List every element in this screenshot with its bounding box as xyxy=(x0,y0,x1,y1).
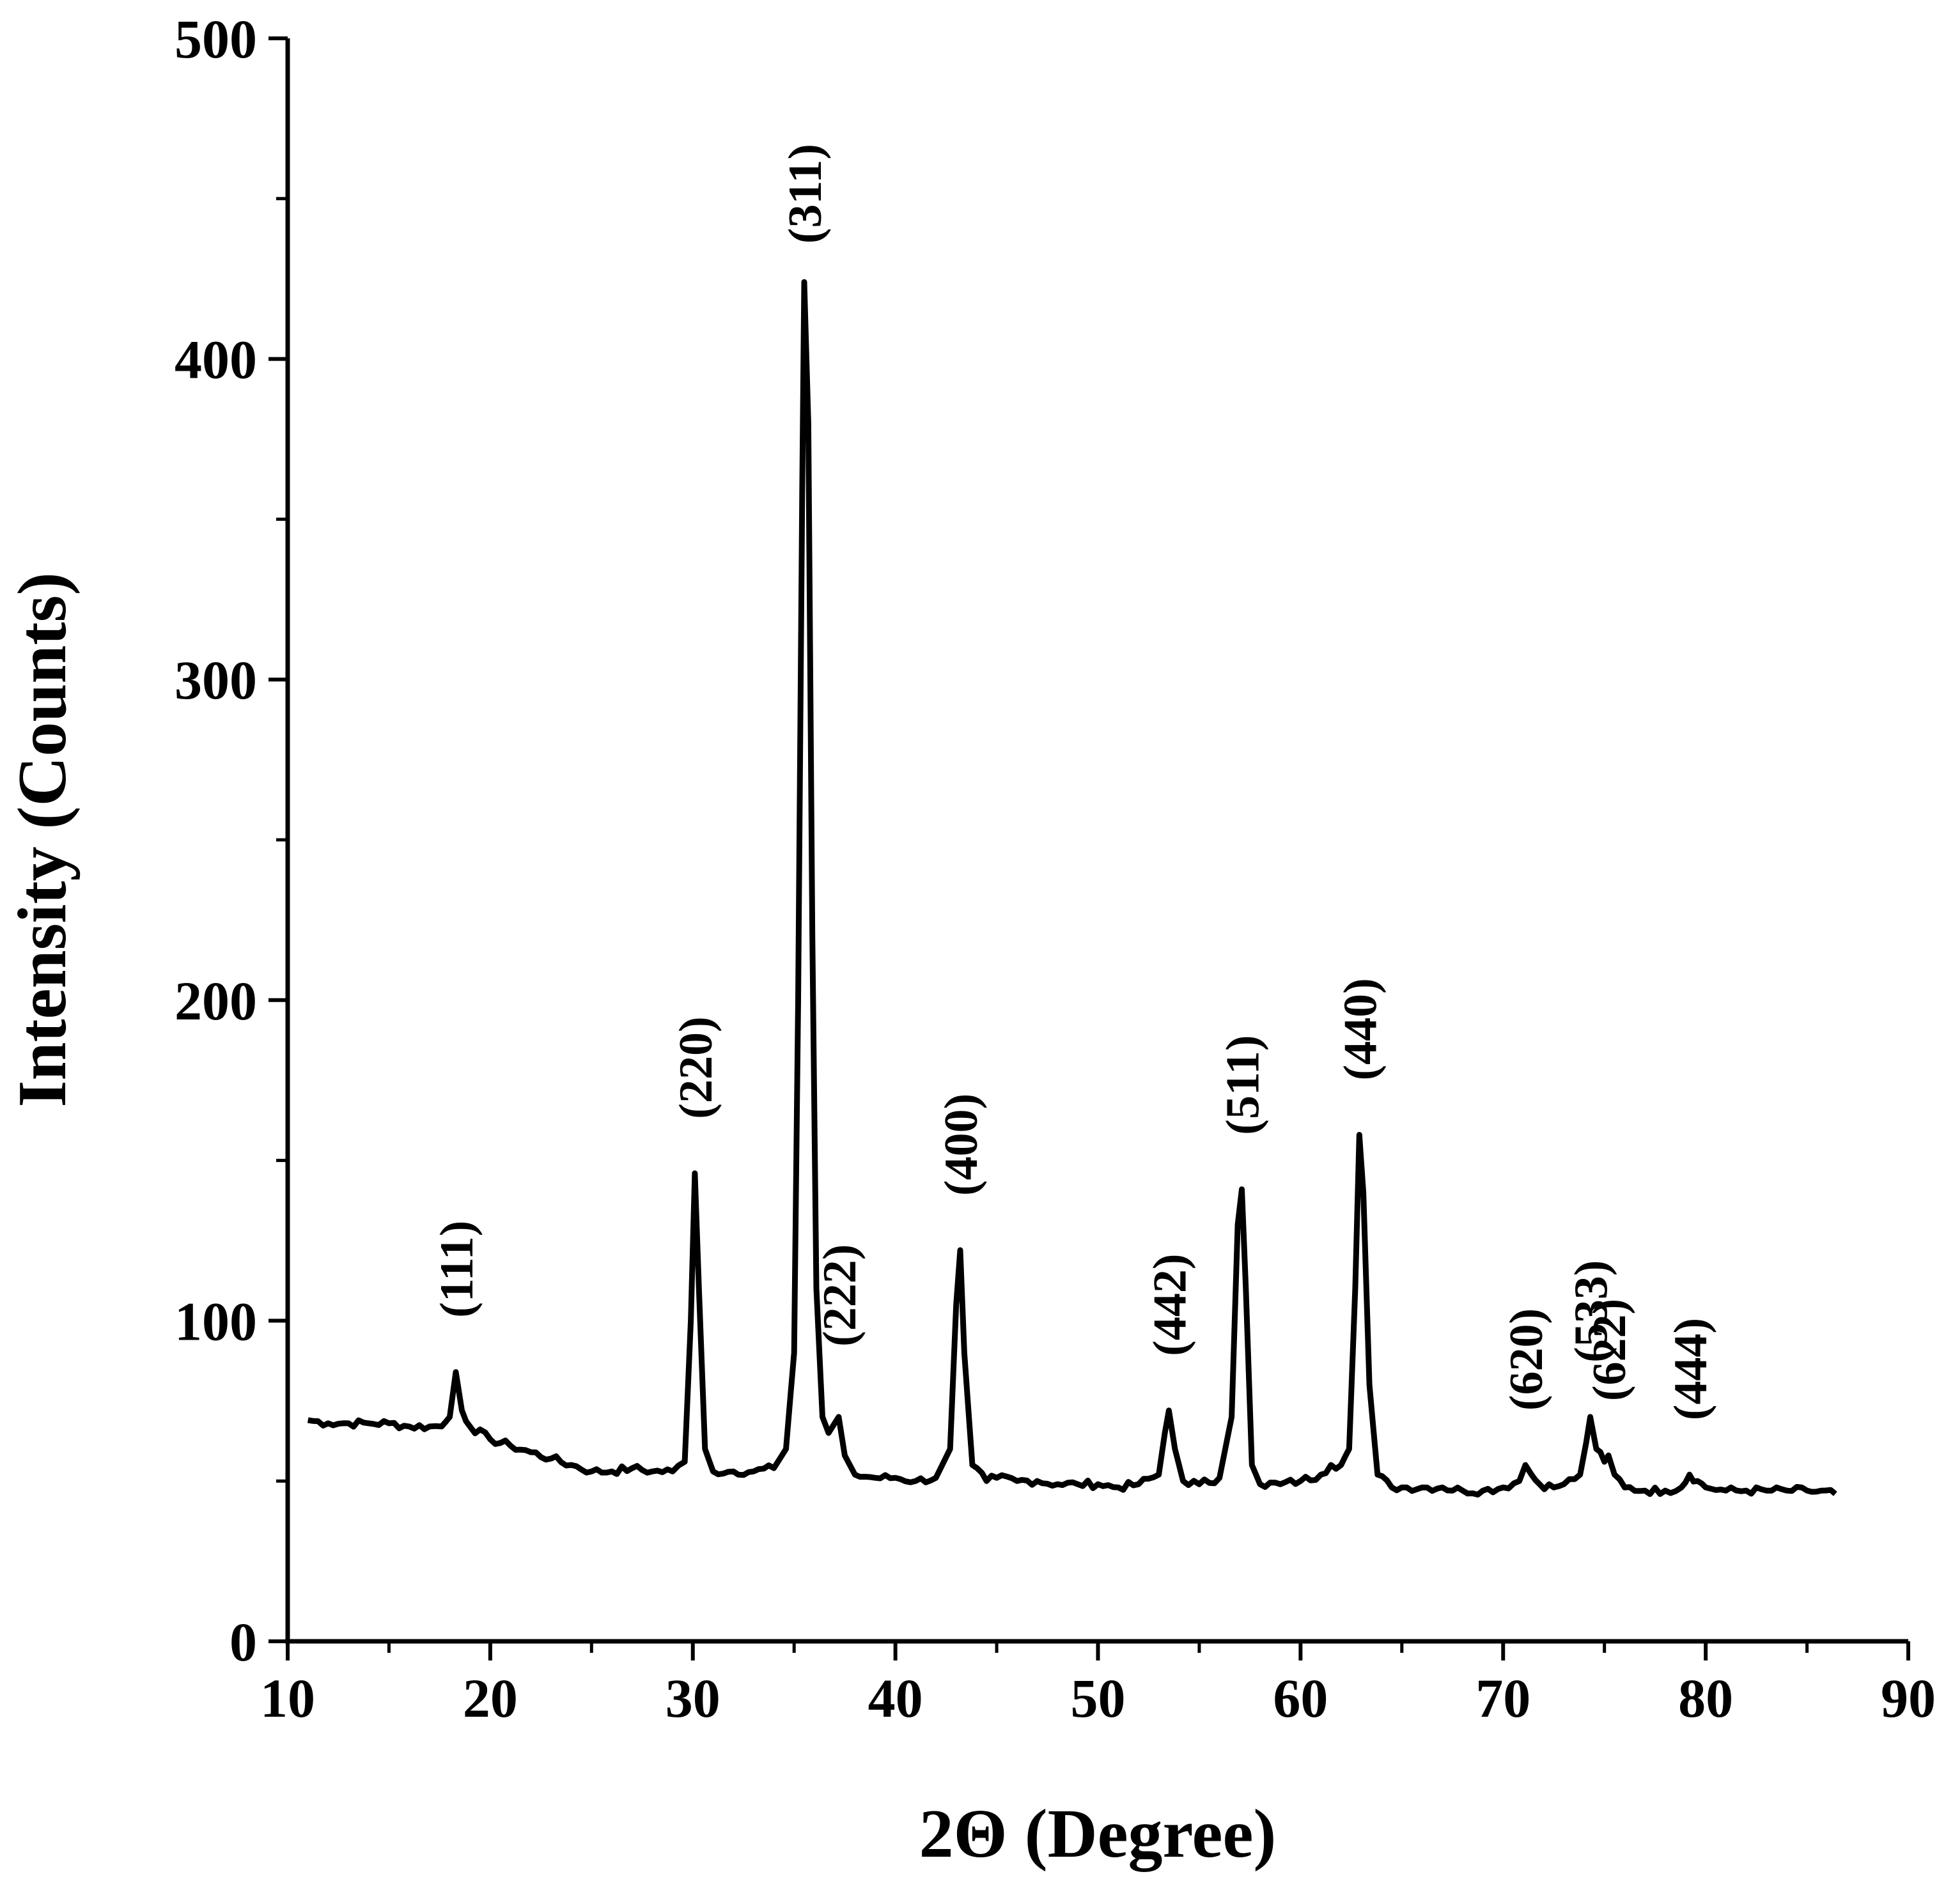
x-tick-label: 50 xyxy=(1071,1668,1126,1729)
x-tick-label: 70 xyxy=(1475,1668,1530,1729)
x-tick-label: 10 xyxy=(260,1668,315,1729)
peak-label: (220) xyxy=(670,1016,722,1118)
y-tick-label: 400 xyxy=(175,329,257,391)
peak-annotations: (111) (220) (311) (222) (400) (442) (511) (440)… xyxy=(431,144,1717,1420)
y-tick-label: 0 xyxy=(230,1611,257,1673)
peak-label: (444) xyxy=(1665,1318,1717,1420)
x-tick-label: 60 xyxy=(1273,1668,1328,1729)
y-tick-label: 500 xyxy=(175,8,257,70)
peak-label: (442) xyxy=(1144,1254,1196,1356)
peak-label: (111) xyxy=(431,1221,483,1318)
peak-label: (511) xyxy=(1217,1035,1270,1134)
y-tick-label: 300 xyxy=(175,649,257,711)
peak-label: (311) xyxy=(779,144,832,244)
y-axis-title: Intensity (Counts) xyxy=(4,572,81,1107)
peak-label: (440) xyxy=(1334,978,1387,1080)
x-tick-label: 30 xyxy=(666,1668,720,1729)
x-tick-label: 20 xyxy=(463,1668,518,1729)
x-tick-label: 80 xyxy=(1678,1668,1733,1729)
peak-label: (533) xyxy=(1566,1260,1618,1363)
series-line xyxy=(307,279,1837,1498)
ticks xyxy=(269,36,1910,1660)
peak-label: (620) xyxy=(1500,1308,1553,1411)
x-tick-label: 40 xyxy=(868,1668,923,1729)
peak-label: (622) xyxy=(1584,1299,1636,1401)
tick-labels: 10 20 30 40 50 60 70 80 90 0 100 200 300 400 500 xyxy=(175,8,1936,1729)
x-tick-label: 90 xyxy=(1881,1668,1936,1729)
y-tick-label: 100 xyxy=(175,1290,257,1352)
peak-label: (222) xyxy=(814,1244,866,1347)
peak-label: (400) xyxy=(935,1094,988,1196)
x-axis-title: 2Θ (Degree) xyxy=(919,1796,1277,1872)
y-tick-label: 200 xyxy=(175,970,257,1032)
